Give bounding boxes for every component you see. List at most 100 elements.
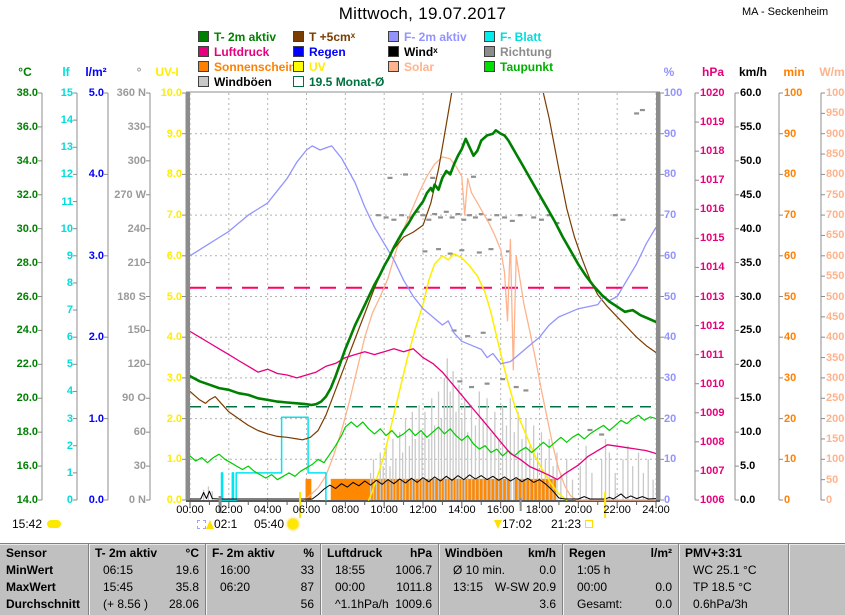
axis-tick-label: 550 (826, 270, 845, 283)
legend-item-sonnenschein[interactable]: Sonnenschein (198, 61, 296, 74)
axis-tick-label: 5 (66, 358, 73, 371)
sunset-annotation: 21:23 (551, 517, 594, 531)
axis-tick-label: 60 (664, 249, 677, 262)
x-axis-label: 22:00 (603, 504, 631, 516)
axis-tick-label: 1019 (700, 116, 725, 129)
axis-tick-label: 40.0 (740, 222, 762, 235)
axis-tick-label: 7 (66, 304, 73, 317)
sunrise-sun-icon (288, 519, 299, 529)
table-header-Regen: Regen l/m² (562, 544, 678, 561)
axis-tick-label: 0 (826, 494, 833, 506)
axis-unit-label: lf (62, 65, 70, 79)
axis-tick-label: 8.0 (166, 168, 182, 181)
legend-label: Solar (404, 60, 435, 74)
table-cell: 16:00 33 (205, 561, 320, 578)
table-cell: 13:15 W-SW 20.9 (438, 578, 562, 595)
x-axis-label: 04:00 (253, 504, 282, 516)
legend-label: 19.5 Monat-Ø (309, 75, 385, 89)
axis-tick-label: 150 (826, 432, 845, 445)
legend-item-windboeen[interactable]: Windböen (198, 76, 272, 89)
axis-tick-label: 1012 (700, 319, 725, 332)
legend-item-luftdruck[interactable]: Luftdruck (198, 46, 269, 59)
legend-item-monat-avg[interactable]: 19.5 Monat-Ø (293, 76, 384, 89)
axis-unit-label: % (663, 65, 675, 79)
axis-tick-label: 30.0 (740, 290, 762, 303)
axis-tick-label: 1018 (700, 145, 725, 158)
legend-item-richtung[interactable]: Richtung (484, 46, 552, 59)
axis-tick-label: 80 (664, 168, 677, 181)
legend-item-f-2m-aktiv[interactable]: F- 2m aktiv (388, 31, 467, 44)
axis-tick-label: 90 (664, 127, 677, 140)
moon-phase-time: 15:42 (12, 517, 62, 531)
axis-tick-label: 1011 (700, 348, 724, 361)
axis-tick-label: 3.0 (88, 249, 104, 262)
axis-tick-label: 1013 (700, 290, 725, 303)
legend-label: Windböen (214, 75, 272, 89)
axis-tick-label: 1006 (700, 494, 725, 506)
axis-unit-label: ° (136, 65, 142, 79)
axis-tick-label: 10 (60, 222, 73, 235)
legend-swatch-t-2m-aktiv-icon (198, 31, 209, 42)
series-sonnenschein (305, 478, 312, 500)
axis-tick-label: 70 (664, 209, 677, 222)
legend-item-wind[interactable]: Windˣ (388, 46, 438, 59)
axis-tick-label: 950 (826, 107, 845, 120)
axis-tick-label: 240 (127, 222, 146, 235)
axis-tick-label: 36.0 (16, 120, 38, 133)
axis-tick-label: 10.0 (740, 426, 762, 439)
table-cell: 15:45 35.8 (88, 578, 205, 595)
axis-tick-label: 90 (784, 127, 797, 140)
axis-tick-label: 28.0 (16, 256, 38, 269)
table-cell (788, 578, 845, 595)
legend-label: Windˣ (404, 45, 438, 59)
moonset-arrow-icon (494, 520, 502, 529)
stats-table: Sensor T- 2m aktiv °C F- 2m aktiv% Luftdruck… (0, 543, 845, 615)
axis-tick-label: 40 (664, 331, 677, 344)
table-row-label: MinWert (6, 563, 54, 577)
axis-tick-label: 0.0 (740, 494, 756, 506)
legend-swatch-taupunkt-icon (484, 61, 495, 72)
axis-tick-label: 1014 (700, 261, 725, 274)
axis-tick-label: 50 (826, 473, 839, 486)
legend-item-taupunkt[interactable]: Taupunkt (484, 61, 553, 74)
series-f-blatt (220, 416, 327, 501)
axis-tick-label: 35.0 (740, 256, 762, 269)
x-axis-label: 24:00 (642, 504, 670, 516)
legend-item-uv[interactable]: UV (293, 61, 326, 74)
axis-tick-label: 15.0 (740, 392, 762, 405)
axis-tick-label: 20 (664, 412, 677, 425)
axis-tick-label: 9.0 (166, 127, 182, 140)
axis-unit-label: W/m² (819, 65, 845, 79)
axis-tick-label: 4.0 (88, 168, 104, 181)
axis-tick-label: 0 (784, 494, 791, 506)
moonrise-annotation: 02:1 (197, 517, 237, 531)
axis-tick-label: 80 (784, 168, 797, 181)
axis-tick-label: 400 (826, 331, 845, 344)
axis-tick-label: 0 (66, 494, 73, 506)
table-cell (788, 612, 845, 615)
axis-tick-label: 22.0 (16, 358, 38, 371)
legend-label: Taupunkt (500, 60, 554, 74)
legend-item-t-5cm[interactable]: T +5cmˣ (293, 31, 355, 44)
axis-tick-label: 9 (66, 249, 73, 262)
legend-item-solar[interactable]: Solar (388, 61, 434, 74)
legend-item-f-blatt[interactable]: F- Blatt (484, 31, 541, 44)
axis-tick-label: 330 (127, 120, 146, 133)
legend-item-t-2m-aktiv[interactable]: T- 2m aktiv (198, 31, 276, 44)
series-sonnenschein (330, 478, 512, 500)
axis-tick-label: 5.0 (88, 87, 104, 99)
axis-tick-label: 50.0 (740, 154, 762, 167)
series-taupunkt (190, 414, 656, 481)
axis-tick-label: 350 (826, 351, 845, 364)
axis-tick-label: 60.0 (740, 87, 762, 99)
series-t-2m (190, 129, 656, 407)
axis-tick-label: 90 O (122, 392, 146, 405)
axis-tick-label: 1008 (700, 435, 725, 448)
legend-label: T- 2m aktiv (214, 30, 277, 44)
axis-tick-label: 1015 (700, 232, 725, 245)
legend-label: Luftdruck (214, 45, 270, 59)
legend-item-regen[interactable]: Regen (293, 46, 346, 59)
axis-tick-label: 50 (784, 290, 797, 303)
